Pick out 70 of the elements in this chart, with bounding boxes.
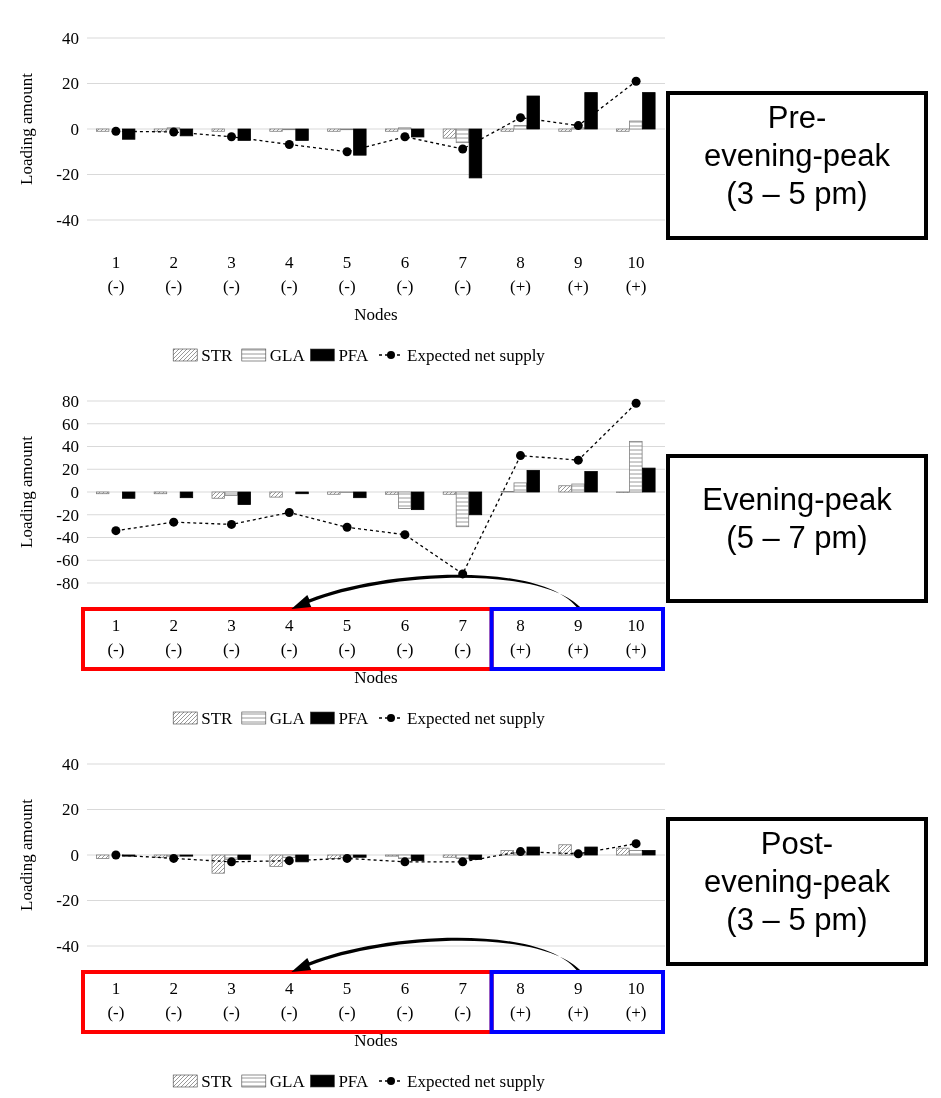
- x-tick-label: 3 (-): [223, 616, 240, 659]
- x-tick-label: 8 (+): [510, 979, 531, 1022]
- y-tick-label: 20: [62, 74, 79, 94]
- x-axis-title: Nodes: [354, 305, 398, 324]
- x-tick-label: 10 (+): [625, 979, 647, 1022]
- x-tick-label: 2 (-): [165, 616, 183, 659]
- x-tick-label: 1 (-): [107, 979, 125, 1022]
- legend-label: PFA: [338, 345, 370, 365]
- x-tick-label: 10 (+): [625, 253, 647, 296]
- legend-label: GLA: [269, 708, 306, 728]
- legend-label: GLA: [269, 345, 306, 365]
- x-tick-label: 6 (-): [396, 979, 414, 1022]
- legend-label: PFA: [338, 708, 370, 728]
- legend-label: GLA: [269, 1071, 306, 1091]
- x-tick-label: 9 (+): [567, 616, 589, 659]
- y-tick-label: 80: [62, 391, 79, 411]
- x-tick-label: 6 (-): [396, 253, 414, 296]
- x-tick-label: 5 (-): [338, 253, 356, 296]
- x-tick-label: 5 (-): [338, 979, 356, 1022]
- legend-label: Expected net supply: [407, 708, 546, 728]
- x-tick-label: 8 (+): [510, 616, 531, 659]
- x-tick-label: 2 (-): [165, 253, 183, 296]
- x-tick-label: 9 (+): [567, 979, 589, 1022]
- legend-label: PFA: [338, 1071, 370, 1091]
- legend-label: STR: [201, 345, 234, 365]
- x-axis-title: Nodes: [354, 668, 398, 687]
- y-tick-label: -40: [56, 936, 79, 956]
- y-tick-label: 20: [62, 800, 79, 820]
- y-tick-label: -40: [56, 528, 79, 548]
- x-tick-label: 3 (-): [223, 253, 240, 296]
- y-tick-label: -60: [56, 551, 79, 571]
- x-tick-label: 1 (-): [107, 253, 125, 296]
- y-tick-label: 40: [62, 754, 79, 774]
- x-tick-label: 3 (-): [223, 979, 240, 1022]
- y-axis-title: Loading amount: [16, 435, 36, 548]
- x-tick-label: 1 (-): [107, 616, 125, 659]
- legend-label: STR: [201, 708, 234, 728]
- x-tick-label: 7 (-): [454, 253, 472, 296]
- y-tick-label: -80: [56, 573, 79, 593]
- x-tick-label: 6 (-): [396, 616, 414, 659]
- y-tick-label: -20: [56, 505, 79, 525]
- x-tick-label: 4 (-): [280, 253, 298, 296]
- legend-label: Expected net supply: [407, 345, 546, 365]
- x-tick-label: 4 (-): [280, 616, 298, 659]
- text: Post-evening-peak (3 – 5 pm): [703, 825, 891, 937]
- x-tick-label: 5 (-): [338, 616, 356, 659]
- x-tick-label: 2 (-): [165, 979, 183, 1022]
- y-tick-label: 60: [62, 414, 79, 434]
- x-tick-label: 7 (-): [454, 979, 472, 1022]
- x-tick-label: 7 (-): [454, 616, 472, 659]
- y-tick-label: 0: [70, 119, 79, 139]
- y-axis-title: Loading amount: [16, 798, 36, 911]
- x-axis-title: Nodes: [354, 1031, 398, 1050]
- x-tick-label: 9 (+): [567, 253, 589, 296]
- y-tick-label: 40: [62, 28, 79, 48]
- y-tick-label: -20: [56, 165, 79, 185]
- y-tick-label: 0: [70, 482, 79, 502]
- legend-label: Expected net supply: [407, 1071, 546, 1091]
- legend-label: STR: [201, 1071, 234, 1091]
- y-tick-label: -20: [56, 891, 79, 911]
- x-tick-label: 8 (+): [510, 253, 531, 296]
- y-tick-label: 0: [70, 845, 79, 865]
- x-tick-label: 10 (+): [625, 616, 647, 659]
- y-tick-label: 20: [62, 460, 79, 480]
- y-tick-label: -40: [56, 210, 79, 230]
- x-tick-label: 4 (-): [280, 979, 298, 1022]
- y-axis-title: Loading amount: [16, 72, 36, 185]
- y-tick-label: 40: [62, 437, 79, 457]
- text: Evening-peak (5 – 7 pm): [702, 481, 893, 555]
- text: Pre-evening-peak (3 – 5 pm): [703, 99, 891, 211]
